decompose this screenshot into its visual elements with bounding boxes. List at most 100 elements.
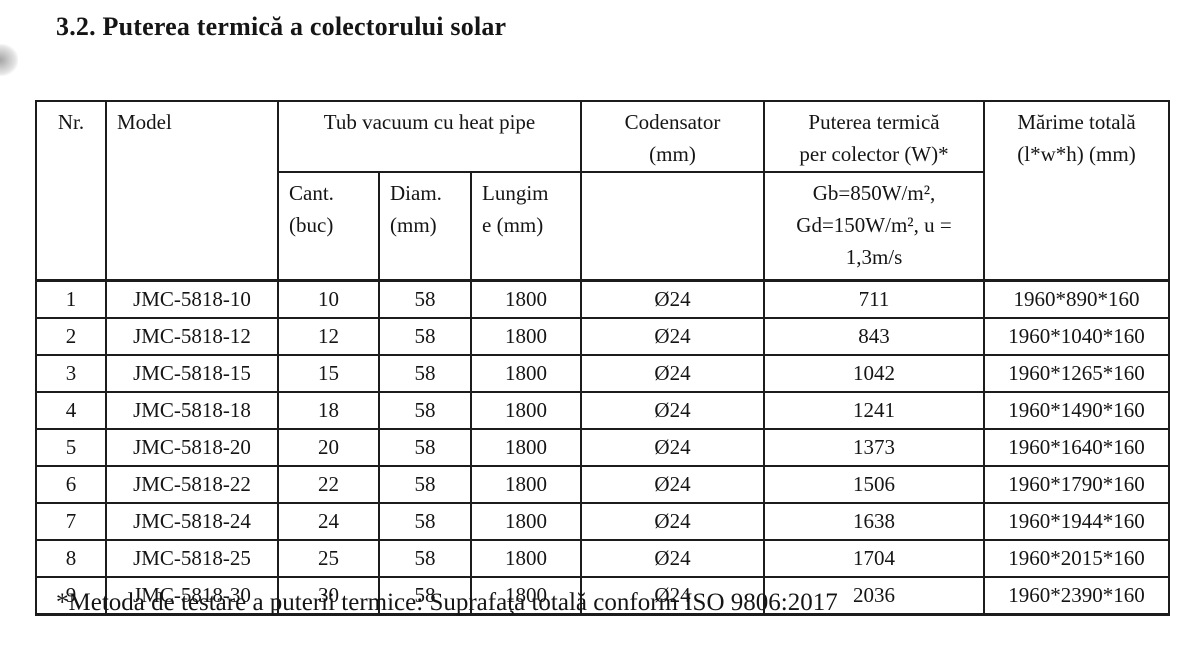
cell-model: JMC-5818-12 <box>105 317 279 356</box>
cell-lungime: 1800 <box>470 502 582 541</box>
cell-puterea: 1506 <box>763 465 985 504</box>
header-cell-lungime: Lungim e (mm) <box>470 171 582 282</box>
cell-nr: 7 <box>35 502 107 541</box>
header-cell-nr: Nr. <box>35 100 107 282</box>
scan-artifact <box>0 44 18 76</box>
cell-marime: 1960*2390*160 <box>983 576 1170 616</box>
cell-codensator: Ø24 <box>580 539 765 578</box>
cell-puterea: 2036 <box>763 576 985 616</box>
cell-diam: 58 <box>378 391 472 430</box>
cell-cant: 15 <box>277 354 380 393</box>
cell-codensator: Ø24 <box>580 428 765 467</box>
cell-lungime: 1800 <box>470 428 582 467</box>
header-row-top: Nr. Model Tub vacuum cu heat pipe Codens… <box>35 100 1170 282</box>
cell-model: JMC-5818-20 <box>105 428 279 467</box>
cell-model: JMC-5818-18 <box>105 391 279 430</box>
cell-puterea: 1704 <box>763 539 985 578</box>
header-cell-marime-totala: Mărime totală (l*w*h) (mm) <box>983 100 1170 282</box>
header-cell-codensator-empty <box>580 171 765 282</box>
cell-lungime: 1800 <box>470 317 582 356</box>
cell-model: JMC-5818-24 <box>105 502 279 541</box>
table-body: 1 JMC-5818-10 10 58 1800 Ø24 711 1960*89… <box>35 279 1170 616</box>
cell-marime: 1960*1265*160 <box>983 354 1170 393</box>
cell-model: JMC-5818-25 <box>105 539 279 578</box>
cell-lungime: 1800 <box>470 576 582 616</box>
cell-cant: 24 <box>277 502 380 541</box>
footnote: *Metoda de testare a puterii termice: Su… <box>56 589 838 616</box>
cell-nr: 9 <box>35 576 107 616</box>
cell-codensator: Ø24 <box>580 391 765 430</box>
cell-lungime: 1800 <box>470 539 582 578</box>
cell-diam: 58 <box>378 428 472 467</box>
cell-codensator: Ø24 <box>580 354 765 393</box>
cell-marime: 1960*1040*160 <box>983 317 1170 356</box>
cell-nr: 5 <box>35 428 107 467</box>
table-row: 7 JMC-5818-24 24 58 1800 Ø24 1638 1960*1… <box>35 502 1170 541</box>
table-row: 5 JMC-5818-20 20 58 1800 Ø24 1373 1960*1… <box>35 428 1170 467</box>
header-cell-diam: Diam. (mm) <box>378 171 472 282</box>
header-cell-puterea-termica: Puterea termică per colector (W)* <box>763 100 985 173</box>
cell-lungime: 1800 <box>470 279 582 319</box>
cell-diam: 58 <box>378 576 472 616</box>
cell-diam: 58 <box>378 279 472 319</box>
cell-diam: 58 <box>378 354 472 393</box>
cell-model: JMC-5818-30 <box>105 576 279 616</box>
cell-cant: 10 <box>277 279 380 319</box>
header-cell-codensator: Codensator (mm) <box>580 100 765 173</box>
cell-lungime: 1800 <box>470 465 582 504</box>
cell-codensator: Ø24 <box>580 317 765 356</box>
cell-nr: 8 <box>35 539 107 578</box>
cell-cant: 30 <box>277 576 380 616</box>
cell-diam: 58 <box>378 539 472 578</box>
cell-nr: 6 <box>35 465 107 504</box>
header-group-tub-vacuum: Tub vacuum cu heat pipe <box>277 100 582 173</box>
header-cell-model: Model <box>105 100 279 282</box>
cell-codensator: Ø24 <box>580 576 765 616</box>
cell-lungime: 1800 <box>470 354 582 393</box>
cell-diam: 58 <box>378 465 472 504</box>
cell-codensator: Ø24 <box>580 465 765 504</box>
cell-model: JMC-5818-22 <box>105 465 279 504</box>
cell-nr: 3 <box>35 354 107 393</box>
cell-cant: 12 <box>277 317 380 356</box>
table-row: 4 JMC-5818-18 18 58 1800 Ø24 1241 1960*1… <box>35 391 1170 430</box>
cell-puterea: 1373 <box>763 428 985 467</box>
header-row-sub: Cant. (buc) Diam. (mm) Lungim e (mm) Gb=… <box>36 171 1169 282</box>
table-row: 3 JMC-5818-15 15 58 1800 Ø24 1042 1960*1… <box>35 354 1170 393</box>
section-title: 3.2. Puterea termică a colectorului sola… <box>56 12 507 41</box>
table-header: Nr. Model Tub vacuum cu heat pipe Codens… <box>35 100 1170 282</box>
cell-nr: 4 <box>35 391 107 430</box>
cell-puterea: 1638 <box>763 502 985 541</box>
cell-marime: 1960*1490*160 <box>983 391 1170 430</box>
cell-model: JMC-5818-15 <box>105 354 279 393</box>
cell-diam: 58 <box>378 317 472 356</box>
table-row: 2 JMC-5818-12 12 58 1800 Ø24 843 1960*10… <box>35 317 1170 356</box>
cell-codensator: Ø24 <box>580 502 765 541</box>
cell-puterea: 843 <box>763 317 985 356</box>
cell-marime: 1960*2015*160 <box>983 539 1170 578</box>
table-row: 8 JMC-5818-25 25 58 1800 Ø24 1704 1960*2… <box>35 539 1170 578</box>
table-row: 9 JMC-5818-30 30 58 1800 Ø24 2036 1960*2… <box>35 576 1170 616</box>
cell-cant: 22 <box>277 465 380 504</box>
cell-cant: 20 <box>277 428 380 467</box>
cell-marime: 1960*1790*160 <box>983 465 1170 504</box>
cell-codensator: Ø24 <box>580 279 765 319</box>
cell-nr: 1 <box>35 279 107 319</box>
cell-model: JMC-5818-10 <box>105 279 279 319</box>
cell-nr: 2 <box>35 317 107 356</box>
cell-marime: 1960*890*160 <box>983 279 1170 319</box>
table-row: 1 JMC-5818-10 10 58 1800 Ø24 711 1960*89… <box>35 279 1170 319</box>
cell-cant: 25 <box>277 539 380 578</box>
cell-marime: 1960*1640*160 <box>983 428 1170 467</box>
cell-cant: 18 <box>277 391 380 430</box>
cell-puterea: 1042 <box>763 354 985 393</box>
cell-puterea: 1241 <box>763 391 985 430</box>
header-cell-test-conditions: Gb=850W/m², Gd=150W/m², u = 1,3m/s <box>763 171 985 282</box>
solar-collector-spec-table: Nr. Model Tub vacuum cu heat pipe Codens… <box>35 100 1170 616</box>
cell-puterea: 711 <box>763 279 985 319</box>
header-cell-cant: Cant. (buc) <box>277 171 380 282</box>
cell-marime: 1960*1944*160 <box>983 502 1170 541</box>
table-row: 6 JMC-5818-22 22 58 1800 Ø24 1506 1960*1… <box>35 465 1170 504</box>
cell-diam: 58 <box>378 502 472 541</box>
